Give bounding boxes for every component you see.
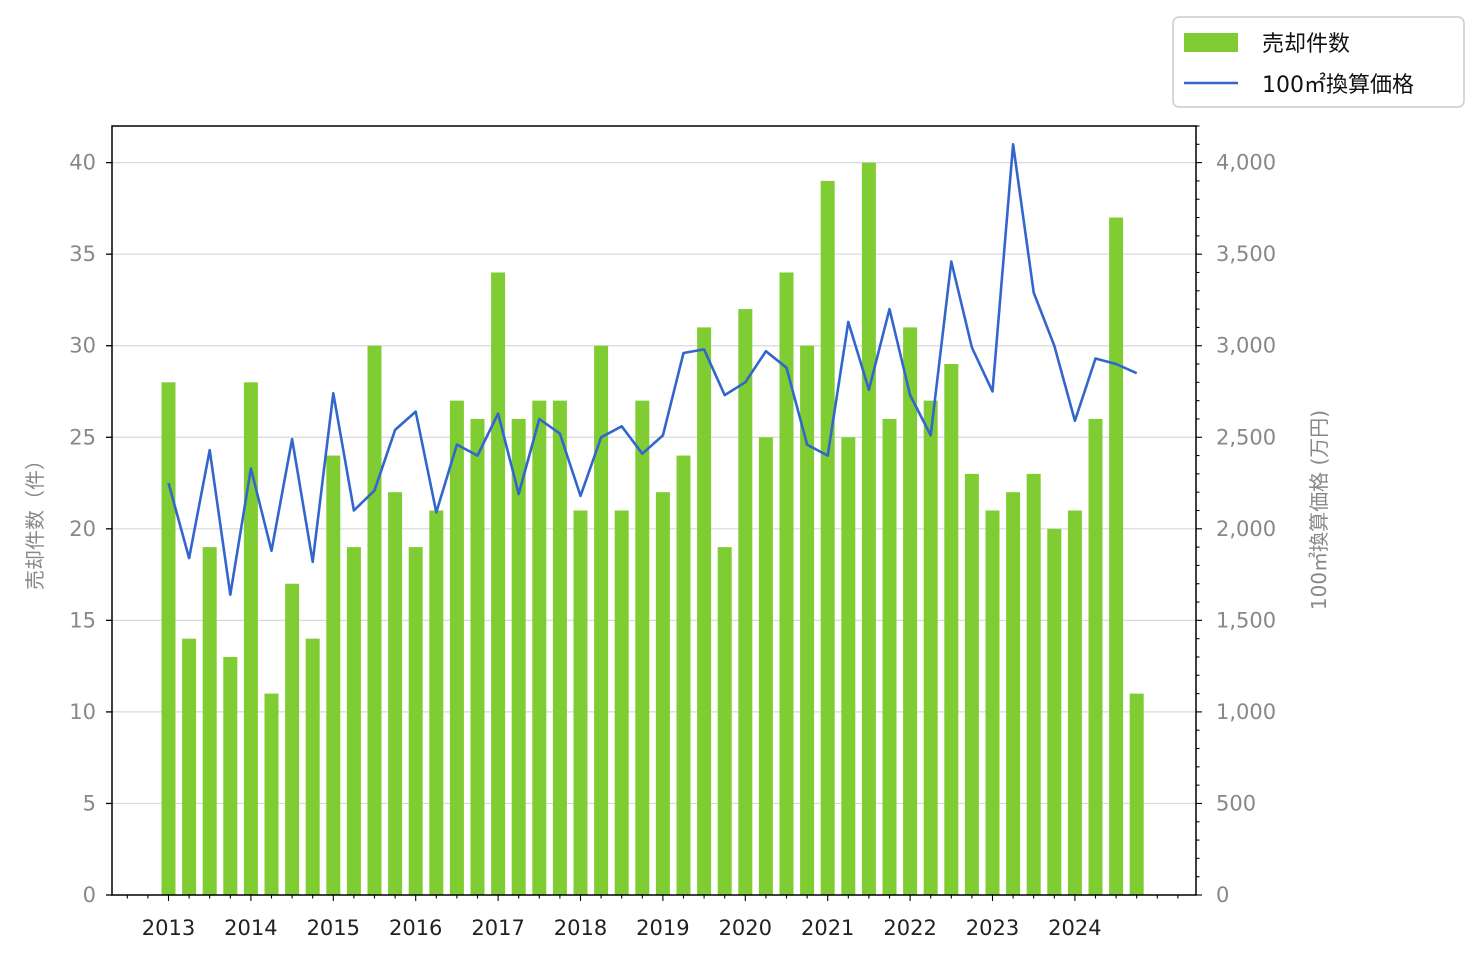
- x-axis: 2013 2014 2015 2016 2017 2018 2019 2020 2021 2022…: [126, 895, 1179, 940]
- x-tick-label: 2014: [224, 916, 277, 940]
- x-tick-label: 2015: [307, 916, 360, 940]
- legend-box: [1172, 16, 1465, 108]
- bar: [758, 437, 773, 895]
- x-tick-label: 2020: [719, 916, 772, 940]
- x-tick-label: 2013: [142, 916, 195, 940]
- bar: [676, 455, 691, 895]
- bar: [594, 345, 609, 895]
- bar: [903, 327, 918, 895]
- bar: [655, 492, 670, 895]
- bar: [717, 547, 732, 895]
- y-axis-right: 0 500 1,000 1,500 2,000 2,500 3,000 3,500 4,000: [1196, 125, 1276, 907]
- bar: [264, 693, 279, 895]
- y-left-tick-label: 30: [69, 334, 96, 358]
- y-left-tick-label: 25: [69, 425, 96, 449]
- x-tick-label: 2017: [471, 916, 524, 940]
- legend-bar-swatch: [1184, 33, 1238, 52]
- bar: [552, 400, 567, 895]
- bar: [429, 510, 444, 895]
- y-right-tick-label: 1,500: [1216, 608, 1276, 632]
- bar: [738, 309, 753, 896]
- bar: [861, 162, 876, 896]
- y-right-tick-label: 3,000: [1216, 334, 1276, 358]
- bar: [1067, 510, 1082, 895]
- y-left-tick-label: 10: [69, 700, 96, 724]
- legend: 売却件数 100㎡換算価格: [1172, 16, 1465, 108]
- bar: [223, 656, 238, 895]
- bar: [800, 345, 815, 895]
- bar: [779, 272, 794, 895]
- bar: [820, 180, 835, 895]
- bar-series: [161, 162, 1144, 896]
- bar: [243, 382, 258, 895]
- bar: [944, 364, 959, 895]
- bar: [964, 473, 979, 895]
- y-left-tick-label: 40: [69, 151, 96, 175]
- bar: [202, 547, 217, 895]
- bar: [1047, 528, 1062, 895]
- legend-entry-bar: 売却件数: [1262, 32, 1350, 57]
- bar: [182, 638, 197, 895]
- x-tick-label: 2018: [554, 916, 607, 940]
- y-left-tick-label: 15: [69, 608, 96, 632]
- y-right-tick-label: 0: [1216, 883, 1229, 907]
- bar: [923, 400, 938, 895]
- y-left-tick-label: 5: [83, 791, 96, 815]
- x-tick-label: 2024: [1048, 916, 1101, 940]
- bar: [841, 437, 856, 895]
- y-right-tick-label: 2,500: [1216, 425, 1276, 449]
- bar: [491, 272, 506, 895]
- bar: [285, 583, 300, 895]
- y-left-tick-label: 35: [69, 242, 96, 266]
- legend-entry-line: 100㎡換算価格: [1262, 72, 1414, 98]
- y-right-tick-label: 1,000: [1216, 700, 1276, 724]
- y-axis-right-title: 100㎡換算価格 (万円): [1307, 410, 1331, 610]
- bar: [1109, 217, 1124, 896]
- x-tick-label: 2022: [883, 916, 936, 940]
- bar: [511, 418, 526, 895]
- bar: [408, 547, 423, 895]
- x-tick-label: 2021: [801, 916, 854, 940]
- bar: [161, 382, 176, 895]
- bar: [346, 547, 361, 895]
- bar: [635, 400, 650, 895]
- y-left-tick-label: 0: [83, 883, 96, 907]
- price-line: [167, 143, 1138, 597]
- bar: [470, 418, 485, 895]
- y-right-tick-label: 4,000: [1216, 151, 1276, 175]
- bar: [1026, 473, 1041, 895]
- y-left-tick-label: 20: [69, 517, 96, 541]
- bar: [326, 455, 341, 895]
- y-axis-left-title: 売却件数（件）: [23, 450, 47, 590]
- y-right-tick-label: 3,500: [1216, 242, 1276, 266]
- x-tick-label: 2019: [636, 916, 689, 940]
- bar: [305, 638, 320, 895]
- bar: [532, 400, 547, 895]
- bar: [573, 510, 588, 895]
- bar: [697, 327, 712, 895]
- y-axis-left: 0 5 10 15 20 25 30 35 40: [69, 151, 112, 907]
- y-right-tick-label: 2,000: [1216, 517, 1276, 541]
- bar: [614, 510, 629, 895]
- x-tick-label: 2023: [966, 916, 1019, 940]
- bar: [882, 418, 897, 895]
- line-series: [167, 143, 1138, 597]
- bar: [388, 492, 403, 895]
- y-right-tick-label: 500: [1216, 791, 1256, 815]
- x-tick-label: 2016: [389, 916, 442, 940]
- bar: [1088, 418, 1103, 895]
- bar: [449, 400, 464, 895]
- bar: [985, 510, 1000, 895]
- bar: [367, 345, 382, 895]
- bar: [1006, 492, 1021, 895]
- bar: [1129, 693, 1144, 895]
